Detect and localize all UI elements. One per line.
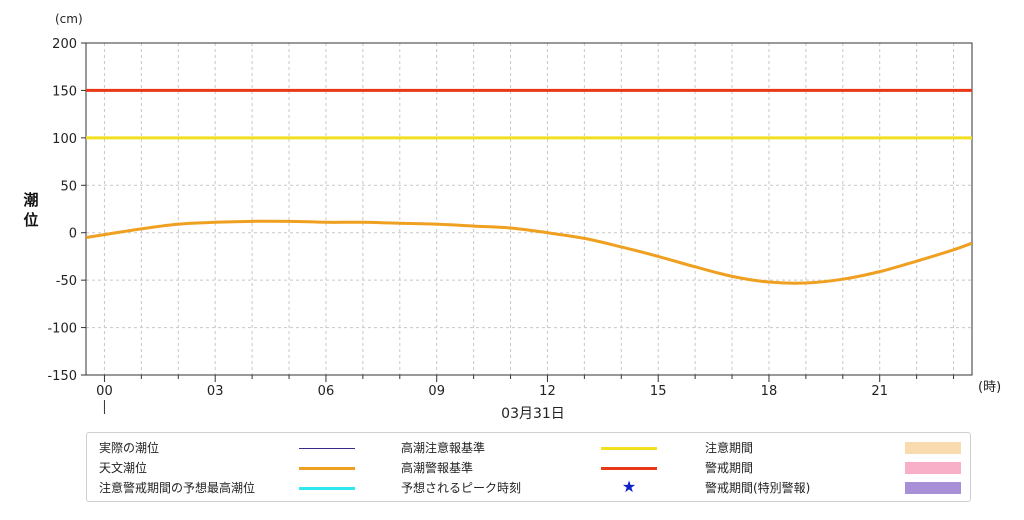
x-tick-label: 00 (96, 384, 113, 399)
legend-label: 高潮注意報基準 (401, 441, 486, 455)
series-line-astronomical-tide (86, 219, 972, 285)
y-tick-label: -50 (56, 274, 77, 289)
x-tick-label: 12 (539, 384, 556, 399)
legend-item: 注意期間 (87, 439, 970, 457)
legend-item: 実際の潮位 (87, 439, 970, 457)
y-tick-label: 50 (60, 179, 77, 194)
legend-item: 高潮注意報基準 (87, 439, 970, 457)
legend-item: 注意警戒期間の予想最高潮位 (87, 479, 970, 497)
y-tick-label: -100 (47, 322, 77, 337)
legend-label: 実際の潮位 (99, 441, 160, 455)
legend-fill-swatch (905, 482, 961, 494)
y-tick-label: 200 (52, 37, 77, 52)
plot-border (85, 42, 973, 376)
x-tick-label: 03 (207, 384, 224, 399)
y-axis-label: 潮位 (23, 191, 38, 229)
legend-swatch (601, 459, 657, 477)
y-tick-label: 100 (52, 132, 77, 147)
legend-label: 予想されるピーク時刻 (401, 481, 522, 495)
y-tick-label: 0 (69, 227, 77, 242)
legend-line-swatch (299, 487, 355, 490)
legend-swatch (905, 479, 961, 497)
legend-line-swatch (601, 447, 657, 450)
legend-item: 警戒期間(特別警報) (87, 479, 970, 497)
legend-swatch (905, 459, 961, 477)
legend-label: 注意警戒期間の予想最高潮位 (99, 481, 256, 495)
star-icon: ★ (621, 477, 637, 496)
legend-label: 注意期間 (705, 441, 754, 455)
y-tick-label: 150 (52, 84, 77, 99)
legend-swatch: ★ (601, 477, 657, 497)
legend-line-swatch (299, 467, 355, 470)
y-tick-label: -150 (47, 369, 77, 384)
legend-label: 警戒期間 (705, 461, 754, 475)
x-tick-label: 21 (871, 384, 888, 399)
legend-fill-swatch (905, 442, 961, 454)
y-unit-label: (cm) (55, 12, 83, 26)
legend-item: 高潮警報基準 (87, 459, 970, 477)
legend-item: 警戒期間 (87, 459, 970, 477)
x-tick-label: 06 (318, 384, 335, 399)
legend-swatch (299, 479, 355, 497)
legend-swatch (299, 439, 355, 457)
legend-label: 天文潮位 (99, 461, 148, 475)
legend-swatch (299, 459, 355, 477)
legend-line-swatch (299, 448, 355, 449)
chart-legend: 実際の潮位天文潮位注意警戒期間の予想最高潮位 高潮注意報基準 高潮警報基準予想される… (86, 432, 971, 502)
legend-swatch (905, 439, 961, 457)
legend-fill-swatch (905, 462, 961, 474)
x-tick-label: 18 (761, 384, 778, 399)
legend-item: 予想されるピーク時刻 ★ (87, 477, 970, 497)
legend-label: 高潮警報基準 (401, 461, 474, 475)
legend-swatch (601, 439, 657, 457)
x-tick-label: 15 (650, 384, 667, 399)
legend-item: 天文潮位 (87, 459, 970, 477)
x-tick-label: 09 (428, 384, 445, 399)
date-label: 03月31日 (501, 406, 565, 422)
legend-label: 警戒期間(特別警報) (705, 481, 811, 495)
x-unit-label: (時) (978, 380, 1001, 395)
tide-chart: 200 150 100 50 0 -50 -100 -150 00 03 06 09 12 15 18 21 (… (23, 12, 1001, 422)
legend-line-swatch (601, 467, 657, 470)
